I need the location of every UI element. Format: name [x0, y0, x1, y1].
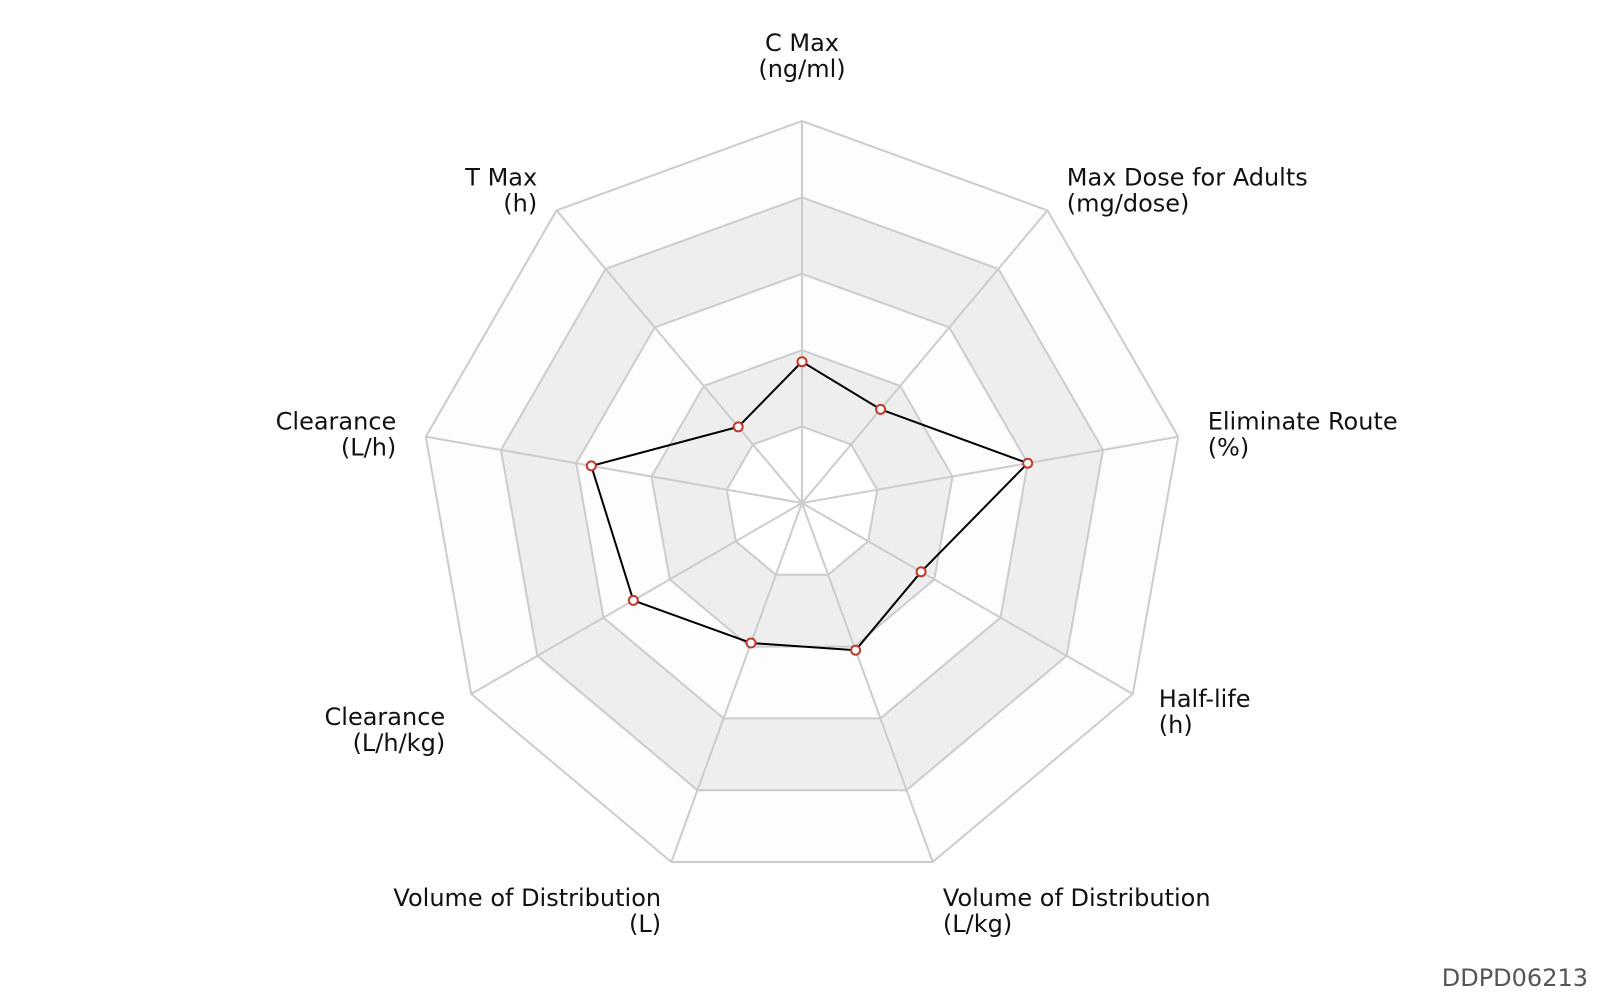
chart-id-watermark: DDPD06213 — [1441, 964, 1588, 992]
axis-name: T Max — [464, 163, 537, 191]
axis-label-6: Clearance (L/h/kg) — [325, 703, 446, 757]
axis-unit: (%) — [1208, 434, 1250, 462]
axis-name: Clearance — [276, 408, 397, 436]
spoke-line-5 — [670, 502, 803, 863]
axis-unit: (ng/ml) — [758, 55, 845, 83]
data-point-6 — [627, 594, 639, 606]
axis-name: C Max — [765, 29, 839, 57]
axis-unit: (h) — [1159, 711, 1193, 739]
data-point-8 — [732, 421, 744, 433]
axis-name: Clearance — [325, 703, 446, 731]
axis-name: Half-life — [1159, 685, 1251, 713]
axis-label-4: Volume of Distribution (L/kg) — [943, 884, 1211, 938]
data-series — [585, 356, 1034, 656]
data-point-1 — [875, 403, 887, 415]
data-point-4 — [850, 644, 862, 656]
spoke-line-7 — [425, 435, 803, 504]
axis-labels: C Max (ng/ml) Max Dose for Adults (mg/dose)… — [276, 29, 1398, 938]
axis-unit: (L/h) — [341, 434, 396, 462]
spoke-line-2 — [801, 435, 1179, 504]
axis-unit: (L/h/kg) — [353, 729, 446, 757]
spoke-line-3 — [801, 502, 1134, 695]
axis-name: Eliminate Route — [1208, 408, 1398, 436]
axis-name: Volume of Distribution — [393, 884, 661, 912]
data-point-2 — [1022, 457, 1034, 469]
spoke-line-8 — [555, 209, 803, 504]
data-point-0 — [796, 356, 808, 368]
axis-unit: (L) — [629, 910, 661, 938]
series-line — [590, 360, 1030, 652]
data-point-5 — [745, 637, 757, 649]
axis-label-7: Clearance (L/h) — [276, 408, 397, 462]
axis-name: Max Dose for Adults — [1067, 163, 1308, 191]
data-point-3 — [915, 566, 927, 578]
axis-label-3: Half-life (h) — [1159, 685, 1251, 739]
data-point-7 — [585, 460, 597, 472]
axis-label-5: Volume of Distribution (L) — [393, 884, 661, 938]
axis-name: Volume of Distribution — [943, 884, 1211, 912]
axis-label-2: Eliminate Route (%) — [1208, 408, 1398, 462]
axis-label-8: T Max (h) — [464, 163, 537, 217]
spoke-line-4 — [801, 502, 934, 863]
axis-label-0: C Max (ng/ml) — [758, 29, 845, 83]
spoke-line-1 — [801, 209, 1049, 504]
axis-label-1: Max Dose for Adults (mg/dose) — [1067, 163, 1308, 217]
axis-unit: (mg/dose) — [1067, 189, 1190, 217]
axis-unit: (h) — [503, 189, 537, 217]
spoke-lines — [425, 121, 1179, 863]
axis-unit: (L/kg) — [943, 910, 1012, 938]
